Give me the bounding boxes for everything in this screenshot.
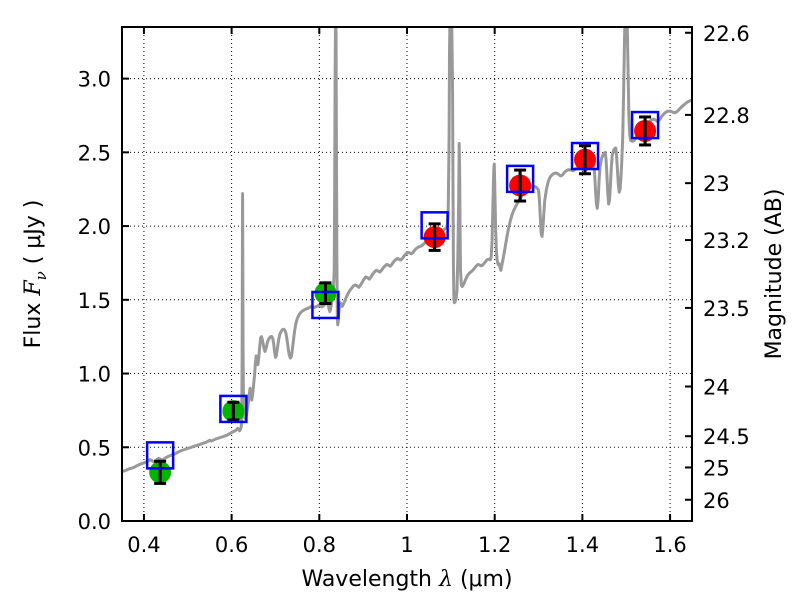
y-right-tick-labels: 22.6 22.8 23 23.2 23.5 24 24.5 25 26 — [703, 22, 750, 513]
y-tick-label: 0.0 — [78, 510, 111, 534]
x-tick-label: 1.4 — [566, 533, 599, 557]
photometry-point — [314, 281, 337, 305]
y-right-tick-label: 23 — [703, 172, 730, 196]
y-tick-label: 2.5 — [78, 141, 111, 165]
photometry-point — [222, 400, 245, 423]
y-tick-label: 3.0 — [78, 68, 111, 92]
y-axis-title-word: Flux — [21, 303, 46, 349]
photometry-markers-layer — [145, 110, 660, 485]
template-spectrum-line — [122, 27, 692, 474]
x-tick-labels: 0.4 0.6 0.8 1 1.2 1.4 1.6 — [127, 533, 687, 557]
y-right-axis-title: Magnitude (AB) — [762, 189, 787, 360]
y-tick-labels: 0.0 0.5 1.0 1.5 2.0 2.5 3.0 — [78, 68, 111, 534]
x-axis-title: Wavelength λ (μm) — [301, 567, 512, 592]
y-right-tick-label: 25 — [703, 456, 730, 480]
x-tick-label: 0.4 — [127, 533, 160, 557]
y-tick-label: 1.5 — [78, 289, 111, 313]
model-photometry-square — [145, 441, 175, 470]
photometry-point — [149, 459, 172, 485]
axis-ticks-layer — [122, 27, 692, 522]
model-photometry-square — [311, 290, 340, 320]
x-tick-label: 0.8 — [303, 533, 336, 557]
y-right-axis-title-text: Magnitude (AB) — [762, 189, 787, 360]
y-axis-unit: ( μJy ) — [21, 200, 46, 265]
y-right-tick-label: 24 — [703, 376, 730, 400]
x-tick-label: 1.6 — [653, 533, 686, 557]
y-axis-title: Flux Fν ( μJy ) — [21, 200, 50, 349]
y-right-tick-label: 24.5 — [703, 425, 750, 449]
x-axis-title-word: Wavelength — [301, 567, 432, 592]
x-axis-unit: (μm) — [460, 567, 513, 592]
y-right-tick-label: 23.5 — [703, 297, 750, 321]
y-axis-symbol: F — [21, 280, 46, 297]
model-photometry-square — [219, 394, 248, 424]
y-tick-label: 2.0 — [78, 215, 111, 239]
y-tick-label: 1.0 — [78, 363, 111, 387]
x-tick-label: 0.6 — [215, 533, 248, 557]
model-photometry-square — [505, 164, 535, 194]
x-tick-label: 1 — [400, 533, 413, 557]
svg-text:Wavelength λ (μm): Wavelength λ (μm) — [301, 567, 512, 592]
y-tick-label: 0.5 — [78, 436, 111, 460]
y-right-tick-label: 22.6 — [703, 22, 750, 46]
model-photometry-square — [630, 110, 660, 140]
y-axis-subscript: ν — [32, 271, 50, 280]
y-right-tick-label: 26 — [703, 489, 730, 513]
y-right-tick-label: 22.8 — [703, 104, 750, 128]
photometry-point — [634, 115, 657, 147]
x-axis-symbol: λ — [438, 567, 453, 592]
x-tick-label: 1.2 — [478, 533, 511, 557]
model-photometry-square — [420, 211, 449, 240]
svg-text:Flux Fν ( μJy ): Flux Fν ( μJy ) — [21, 200, 50, 349]
y-gridlines — [122, 78, 692, 448]
y-right-tick-label: 23.2 — [703, 229, 750, 253]
model-photometry-square — [570, 141, 600, 171]
